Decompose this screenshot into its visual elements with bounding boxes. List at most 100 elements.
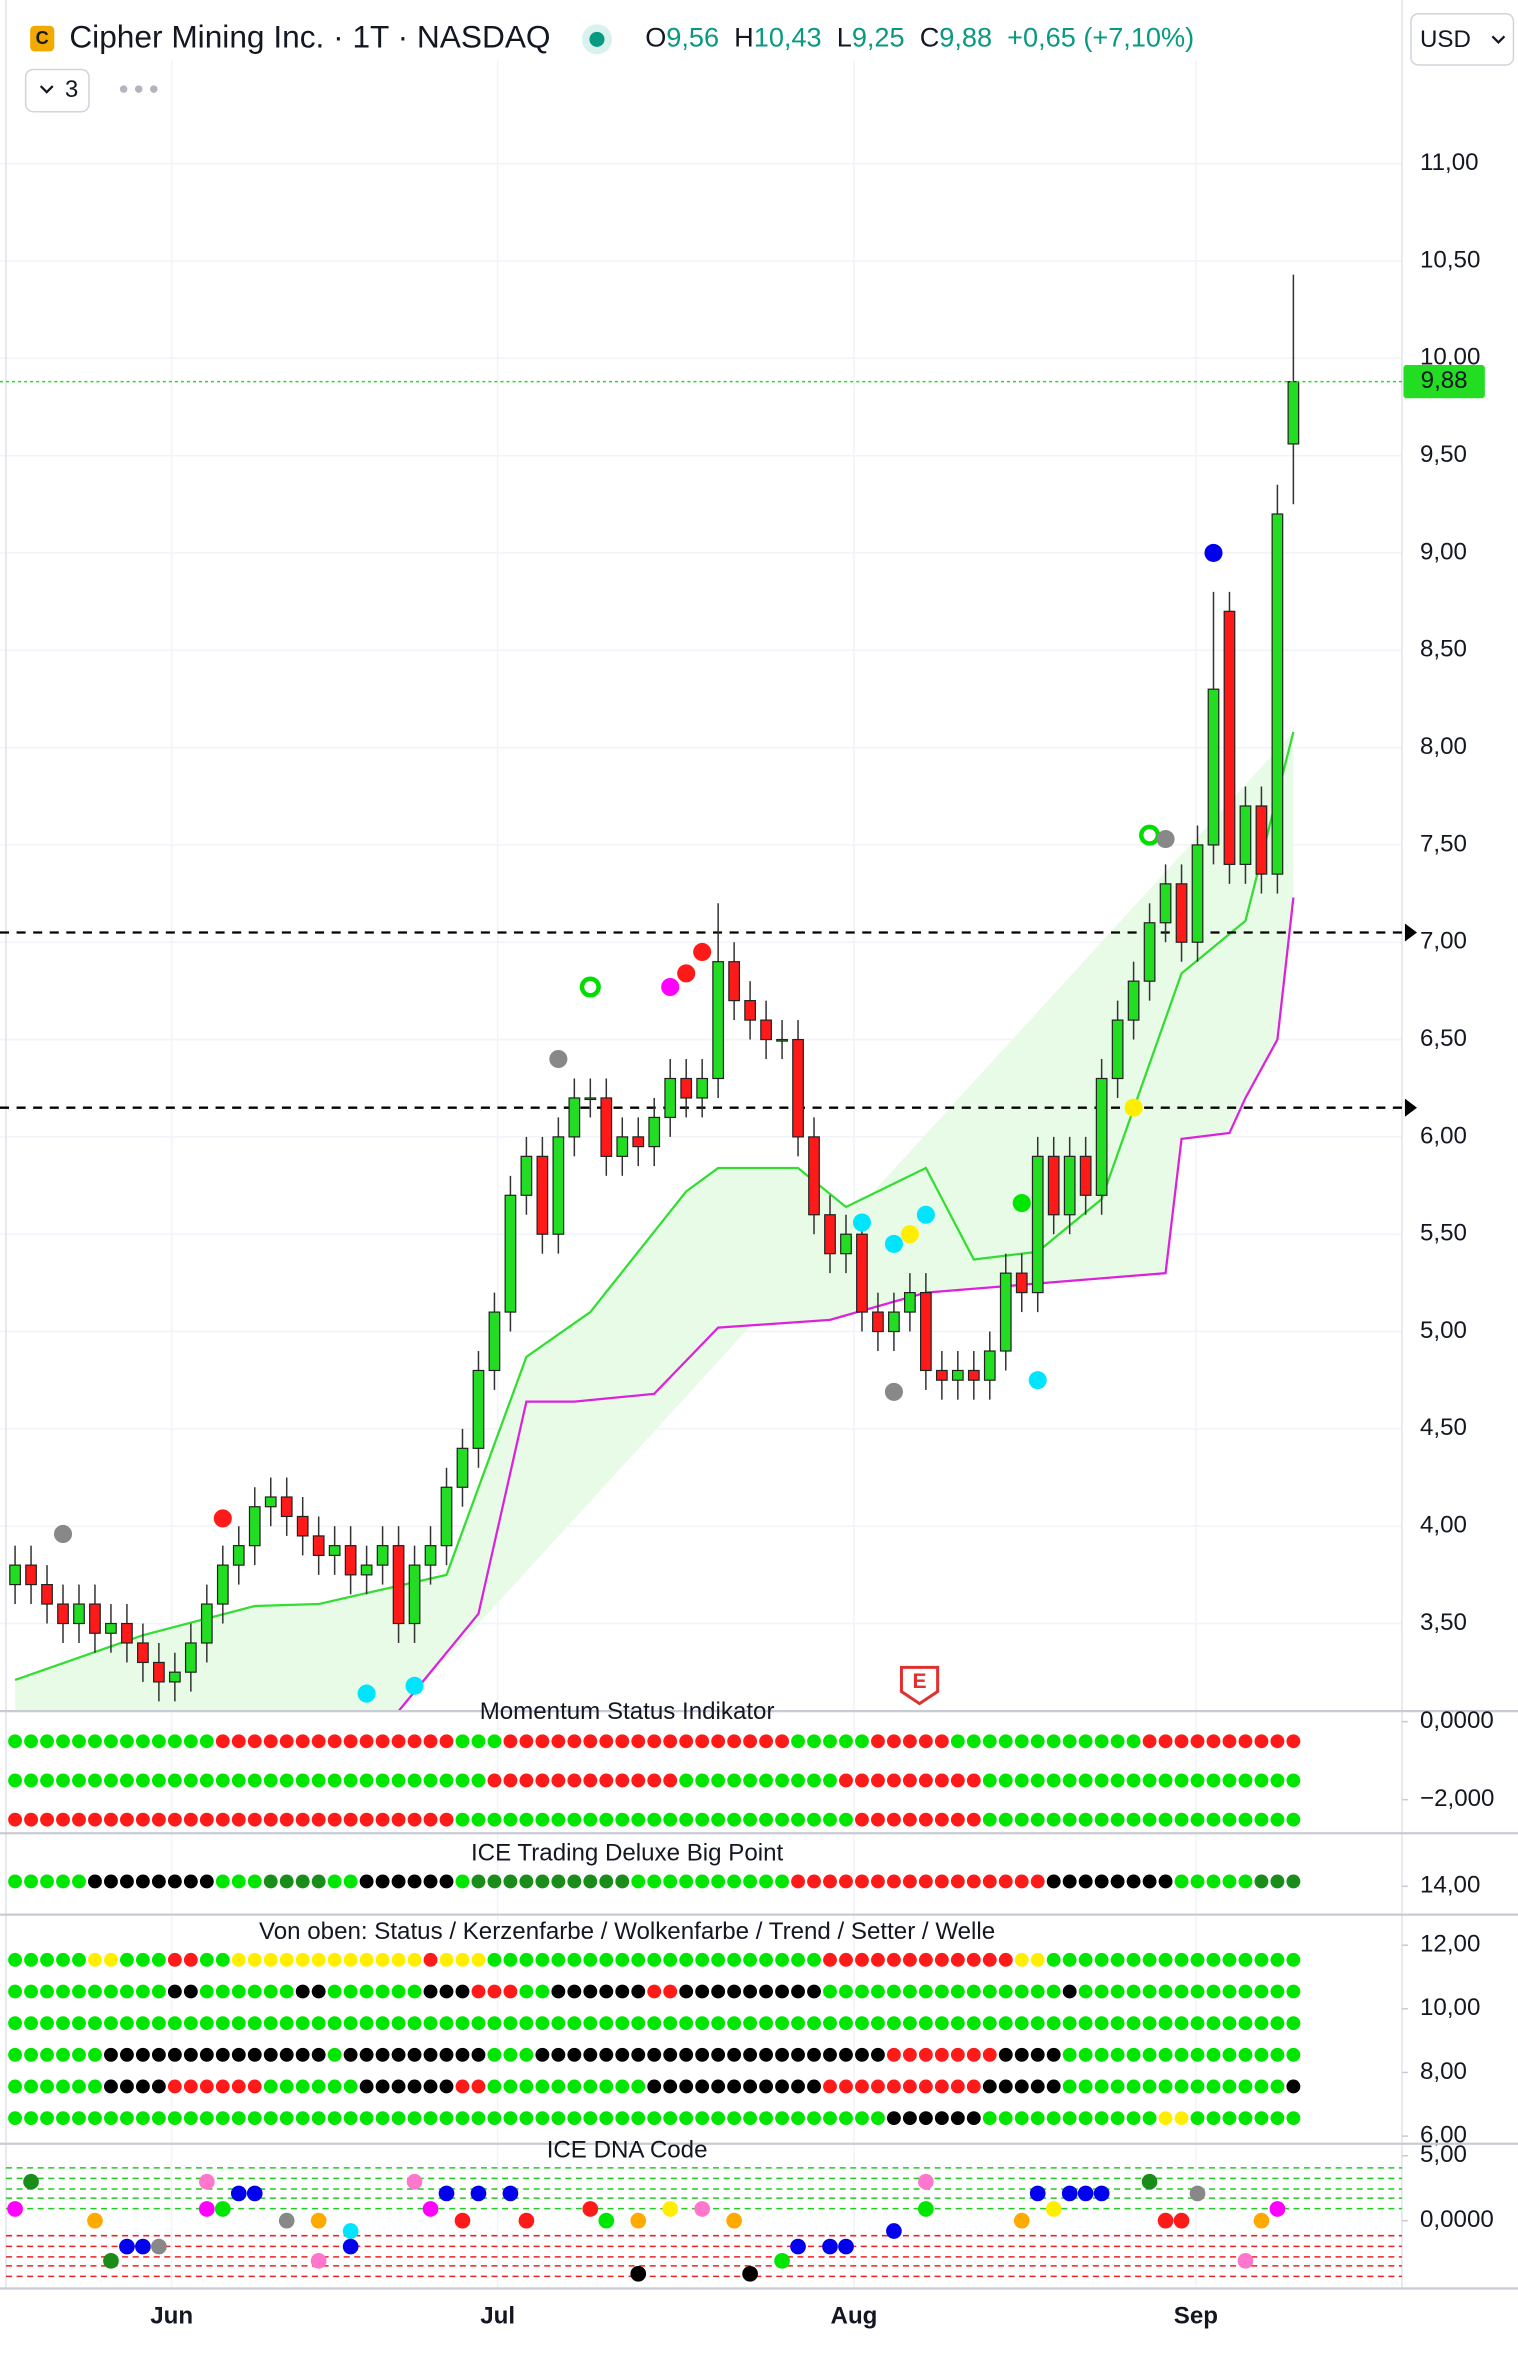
status-dot: [391, 1952, 406, 1967]
candle-body: [1255, 805, 1268, 875]
dna-dot: [23, 2173, 39, 2190]
status-dot: [918, 1952, 933, 1967]
status-dot: [663, 1812, 678, 1827]
status-dot: [759, 1874, 774, 1889]
status-dot: [1110, 1984, 1125, 1999]
status-dot: [72, 1734, 86, 1749]
status-dot: [295, 2047, 310, 2062]
y-tick-label: 8,00: [1420, 2058, 1467, 2085]
more-dot[interactable]: [119, 85, 128, 93]
status-dot: [615, 1734, 630, 1749]
status-dot: [247, 1812, 262, 1827]
status-dot: [471, 1874, 486, 1889]
status-dot: [871, 1812, 885, 1827]
status-dot: [375, 1874, 390, 1889]
currency-select[interactable]: [1410, 12, 1515, 66]
candle-body: [1111, 1019, 1124, 1080]
dna-dot: [87, 2212, 103, 2229]
status-dot: [439, 1773, 454, 1788]
status-dot: [359, 2079, 374, 2094]
more-dot: [134, 85, 143, 93]
status-dot: [183, 1773, 198, 1788]
candle-body: [680, 1077, 693, 1099]
y-tick-label: 4,50: [1420, 1414, 1467, 1441]
status-dot: [1094, 2047, 1109, 2062]
earnings-badge[interactable]: [899, 1665, 940, 1706]
status-dot: [263, 1734, 278, 1749]
dna-dot: [422, 2201, 439, 2217]
candle-body: [792, 1038, 804, 1138]
status-dot: [183, 2016, 198, 2031]
status-dot: [1126, 2111, 1141, 2126]
status-dot: [279, 1734, 294, 1749]
y-tick-label: 5,50: [1420, 1220, 1467, 1247]
status-dot: [199, 2016, 214, 2031]
status-dot: [1270, 1812, 1285, 1827]
status-dot: [791, 2111, 805, 2126]
candle-body: [25, 1564, 37, 1586]
status-dot: [1158, 1734, 1173, 1749]
candle-body: [1047, 1155, 1060, 1216]
status-dot: [56, 2016, 70, 2031]
candle-body: [1015, 1272, 1028, 1294]
status-dot: [1270, 1773, 1285, 1788]
status-dot: [8, 1984, 23, 1999]
status-dot: [503, 2111, 518, 2126]
status-dot: [759, 1812, 774, 1827]
status-dot: [1062, 1773, 1077, 1788]
status-dot: [807, 1952, 821, 1967]
status-dot: [934, 1874, 949, 1889]
status-dot: [263, 1812, 278, 1827]
candle-body: [440, 1486, 453, 1547]
status-dot: [583, 1773, 598, 1788]
status-dot: [104, 1874, 118, 1889]
y-tick-label: 9,50: [1420, 441, 1467, 468]
candle-body: [105, 1622, 117, 1634]
grid: [0, 60, 1402, 2289]
y-tick-label: 11,00: [1420, 149, 1479, 176]
status-dot: [1062, 1874, 1077, 1889]
candle-body: [456, 1447, 469, 1488]
candle-body: [472, 1369, 485, 1449]
candle-body: [967, 1369, 980, 1381]
status-dot: [263, 1984, 278, 1999]
candle-body: [184, 1642, 197, 1673]
status-dot: [615, 1952, 630, 1967]
status-dot: [1078, 1984, 1093, 1999]
status-dot: [839, 1812, 853, 1827]
currency-caret: [1491, 35, 1506, 44]
indicator-count[interactable]: 3: [65, 76, 78, 103]
currency[interactable]: USD: [1420, 26, 1471, 53]
status-dot: [423, 1734, 438, 1749]
status-dot: [1158, 2079, 1173, 2094]
status-dot: [663, 1984, 678, 1999]
status-dot: [982, 1984, 997, 1999]
status-dot: [247, 1734, 262, 1749]
status-dot: [679, 2111, 694, 2126]
dna-dot: [1237, 2253, 1254, 2269]
status-dot: [279, 2047, 294, 2062]
dna-dot: [135, 2238, 151, 2255]
candle-body: [983, 1350, 996, 1381]
panel-title: Von oben: Status / Kerzenfarbe / Wolkenf…: [259, 1918, 995, 1945]
status-dot: [1270, 1874, 1285, 1889]
candle-body: [392, 1545, 405, 1625]
status-dot: [918, 2047, 933, 2062]
status-dot: [1158, 1812, 1173, 1827]
status-dot: [8, 2016, 23, 2031]
status-dot: [247, 1773, 262, 1788]
status-dot: [407, 2079, 422, 2094]
status-dot: [183, 1952, 198, 1967]
status-dot: [759, 2111, 774, 2126]
status-dot: [279, 2016, 294, 2031]
dna-dot: [838, 2238, 854, 2255]
status-dot: [551, 2016, 566, 2031]
candle-body: [153, 1661, 165, 1683]
status-dot: [998, 2111, 1013, 2126]
status-dot: [855, 1734, 869, 1749]
indicator-toggle[interactable]: [24, 68, 90, 113]
status-dot: [599, 2016, 614, 2031]
status-dot: [775, 2079, 789, 2094]
candle-body: [904, 1292, 916, 1313]
